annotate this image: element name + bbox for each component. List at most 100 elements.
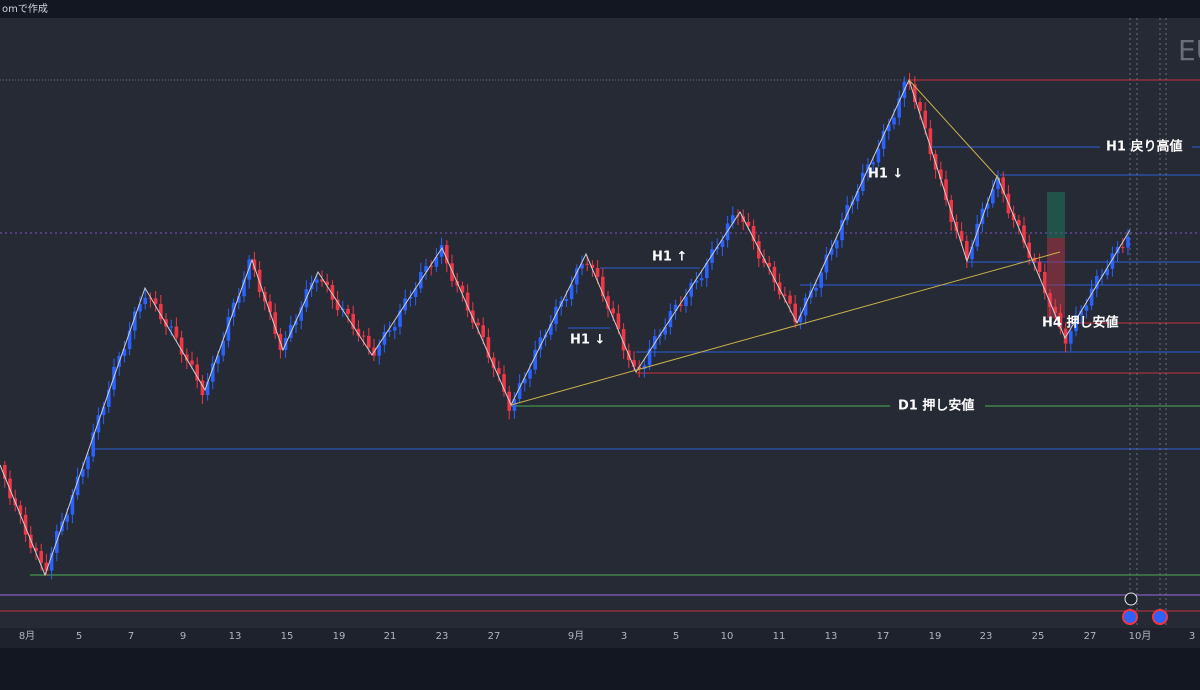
candle-body <box>731 215 735 224</box>
candle-body <box>159 303 163 320</box>
candle-body <box>975 223 979 247</box>
candle-body <box>523 378 527 384</box>
candle-body <box>538 337 543 350</box>
candle-body <box>876 148 881 163</box>
candle-body <box>1058 312 1063 329</box>
candle-body <box>1084 305 1089 311</box>
candle-body <box>1027 242 1031 258</box>
candle-body <box>1089 288 1094 306</box>
candle-body <box>965 240 969 260</box>
candle-body <box>996 177 1000 190</box>
candle-body <box>1074 315 1078 332</box>
candle-body <box>647 348 652 366</box>
annotation: D1 押し安値 <box>898 398 974 414</box>
candle-body <box>325 281 329 286</box>
candle-body <box>195 364 199 381</box>
candle-body <box>1105 268 1109 276</box>
candle-body <box>1017 220 1021 226</box>
x-tick-label: 27 <box>488 631 501 642</box>
candle-body <box>512 399 517 411</box>
candle-body <box>18 505 23 515</box>
candle-body <box>928 128 933 155</box>
x-tick-label: 9 <box>180 631 186 642</box>
event-icon[interactable] <box>1152 609 1168 625</box>
candle-body <box>330 285 335 300</box>
candle-body <box>762 258 766 263</box>
candle-body <box>1079 310 1083 316</box>
candle-body <box>320 279 324 282</box>
candle-body <box>569 284 574 300</box>
candle-body <box>252 259 257 270</box>
candle-body <box>49 552 54 571</box>
candle-body <box>803 297 808 316</box>
candle-body <box>533 349 537 370</box>
candle-body <box>3 465 7 479</box>
top-bar <box>0 0 1200 18</box>
x-tick-label: 7 <box>128 631 134 642</box>
candle-body <box>819 272 823 288</box>
x-tick-label: 27 <box>1084 631 1097 642</box>
candle-body <box>689 282 693 297</box>
event-icon[interactable] <box>1124 592 1138 606</box>
candle-body <box>96 415 101 433</box>
candle-body <box>673 304 678 311</box>
candle-body <box>642 365 647 370</box>
candle-body <box>705 262 709 279</box>
candle-body <box>699 278 704 281</box>
candle-body <box>273 312 277 334</box>
candle-body <box>491 357 496 369</box>
candle-body <box>387 330 392 332</box>
candle-body <box>1043 271 1047 294</box>
candle-body <box>788 295 792 304</box>
candle-body <box>1069 331 1073 344</box>
candle-body <box>185 354 189 361</box>
x-tick-label: 15 <box>281 631 294 642</box>
candle-body <box>918 102 922 111</box>
candle-body <box>835 240 839 249</box>
candle-body <box>44 562 49 571</box>
candle-body <box>476 322 480 326</box>
candle-body <box>793 303 797 323</box>
candle-body <box>143 297 147 305</box>
candle-body <box>621 329 626 351</box>
candle-body <box>91 432 95 457</box>
candle-body <box>575 268 579 285</box>
candle-body <box>783 294 787 296</box>
event-icon[interactable] <box>1122 609 1138 625</box>
trend-line <box>510 251 1061 406</box>
candle-body <box>840 220 844 241</box>
x-tick-label: 19 <box>929 631 942 642</box>
candle-body <box>1048 293 1052 307</box>
candle-body <box>528 369 532 379</box>
candle-body <box>892 117 896 125</box>
trend-line <box>908 79 1001 181</box>
x-tick-label: 5 <box>76 631 82 642</box>
candle-body <box>434 256 439 267</box>
candle-body <box>845 205 849 221</box>
candle-body <box>268 301 272 313</box>
candle-body <box>86 456 90 470</box>
time-axis <box>0 628 1200 648</box>
x-tick-label: 13 <box>229 631 242 642</box>
candle-body <box>439 245 444 257</box>
candle-body <box>970 246 974 260</box>
candle-body <box>517 383 522 400</box>
candle-body <box>580 263 584 269</box>
candle-body <box>138 304 142 312</box>
candle-body <box>216 355 220 364</box>
candle-body <box>107 389 111 407</box>
candle-body <box>408 296 413 299</box>
candle-body <box>824 254 829 273</box>
candle-body <box>346 308 350 314</box>
candle-body <box>424 265 428 272</box>
x-tick-label: 21 <box>384 631 397 642</box>
candle-body <box>351 313 355 329</box>
candle-body <box>70 495 75 515</box>
candle-body <box>757 241 761 259</box>
candle-body <box>39 551 43 563</box>
candle-body <box>855 191 860 202</box>
candle-body <box>939 169 943 180</box>
candle-body <box>465 292 470 311</box>
candle-body <box>1110 253 1115 269</box>
candle-body <box>663 327 667 335</box>
